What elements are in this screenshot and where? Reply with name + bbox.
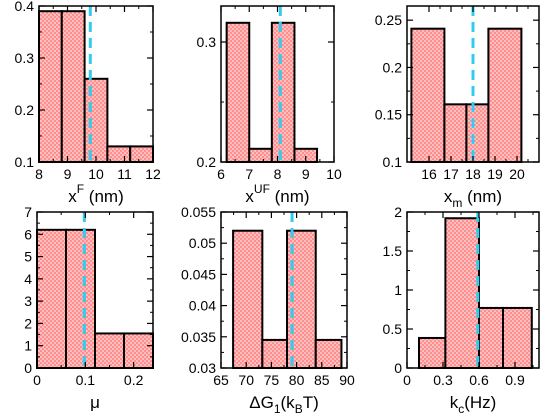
x-tick-label: 0: [33, 372, 41, 388]
y-tick-label: 0.5: [383, 321, 403, 337]
y-tick-label: 0.05: [189, 235, 216, 251]
histogram-panel-2: 6 7 8 9 10 0.2 0.3 xUF (nm): [197, 5, 342, 206]
x-tick-label: 9: [302, 166, 310, 182]
x-tick-label: 85: [314, 372, 330, 388]
histogram-bar: [443, 103, 468, 163]
x-tick-label: 75: [264, 372, 280, 388]
x-tick-label: 17: [443, 166, 459, 182]
x-tick-label: 0.6: [469, 372, 489, 388]
histogram-bar: [465, 103, 490, 163]
x-tick-label: 11: [117, 166, 132, 182]
x-tick-label: 20: [509, 166, 525, 182]
histogram-bar: [232, 229, 264, 369]
x-tick-label: 19: [487, 166, 503, 182]
y-tick-label: 0.1: [15, 154, 35, 170]
x-tick-label: 70: [238, 372, 254, 388]
y-tick-label: 1.5: [383, 243, 403, 259]
y-tick-label: 1: [24, 338, 32, 354]
x-tick-label: 8: [274, 166, 282, 182]
y-tick-label: 4: [24, 271, 32, 287]
y-tick-label: 3: [24, 293, 32, 309]
histogram-bar: [248, 147, 273, 164]
y-tick-label: 0.3: [15, 50, 35, 66]
y-tick-label: 0: [394, 360, 402, 376]
x-tick-label: 65: [213, 372, 229, 388]
histogram-bar: [314, 338, 343, 370]
histogram-bar: [36, 228, 67, 369]
x-tick-label: 7: [245, 166, 253, 182]
histogram-bar: [60, 10, 86, 164]
histogram-panel-4: 0 0.1 0.2 0 1 2 3 4 5 6 7 μ: [24, 204, 154, 412]
histogram-bar: [94, 332, 125, 370]
y-tick-label: 0.3: [197, 34, 217, 50]
histogram-panel-1: 8 9 10 11 12 0.1 0.2 0.3 0.4 xF (nm): [15, 0, 161, 206]
histogram-panel-6: 0 0.3 0.6 0.9 0 0.5 1 1.5 2 kc(Hz): [383, 204, 540, 416]
x-tick-label: 0: [403, 372, 411, 388]
histogram-bar: [83, 77, 109, 163]
y-tick-label: 0.03: [189, 360, 216, 376]
y-tick-label: 2: [24, 315, 32, 331]
histogram-bar: [261, 338, 289, 370]
y-tick-label: 1: [394, 282, 402, 298]
histogram-panel-5: 65 70 75 80 85 90 0.03 0.035 0.04 0.045 0.05 0.055 Δ…: [181, 204, 355, 416]
x-tick-label: 0.2: [124, 372, 144, 388]
x-axis-label: ΔG1(kBT): [249, 393, 319, 416]
y-tick-label: 5: [24, 249, 32, 265]
histogram-bar: [129, 145, 154, 163]
histogram-bar: [270, 21, 296, 163]
histogram-bar: [106, 145, 132, 163]
x-tick-label: 0.3: [433, 372, 453, 388]
x-tick-label: 10: [326, 166, 342, 182]
x-axis-label: xm (nm): [444, 187, 502, 210]
y-tick-label: 0.055: [181, 204, 216, 220]
y-tick-label: 0.1: [383, 154, 403, 170]
x-tick-label: 0.1: [76, 372, 96, 388]
y-tick-label: 0.045: [181, 266, 216, 282]
histogram-bar: [123, 332, 154, 370]
x-tick-label: 0.9: [505, 372, 525, 388]
x-tick-label: 12: [145, 166, 161, 182]
x-axis-label: kc(Hz): [450, 393, 497, 416]
y-tick-label: 6: [24, 226, 32, 242]
histogram-bar: [410, 27, 446, 164]
y-tick-label: 0.2: [197, 154, 217, 170]
histogram-bar: [502, 306, 533, 370]
histogram-bar: [487, 27, 523, 164]
histogram-panel-3: 16 17 18 19 20 0.1 0.15 0.2 0.25 xm (nm): [375, 5, 540, 210]
y-tick-label: 0: [24, 360, 32, 376]
x-tick-label: 16: [421, 166, 437, 182]
y-tick-label: 0.2: [15, 102, 35, 118]
y-tick-label: 0.25: [375, 12, 402, 28]
x-tick-label: 6: [217, 166, 225, 182]
histogram-bar: [38, 10, 63, 164]
x-tick-label: 10: [88, 166, 104, 182]
histogram-bar: [418, 336, 447, 370]
y-tick-label: 0.035: [181, 329, 216, 345]
x-axis-label: μ: [90, 393, 100, 412]
y-tick-label: 0.4: [15, 0, 35, 14]
histogram-bar: [65, 228, 96, 369]
y-tick-label: 2: [394, 204, 402, 220]
y-tick-label: 0.15: [375, 107, 402, 123]
histogram-bar: [225, 21, 251, 163]
x-tick-label: 80: [289, 372, 305, 388]
x-tick-label: 18: [465, 166, 481, 182]
x-axis-label: xUF (nm): [245, 182, 309, 206]
histogram-bar: [444, 217, 480, 369]
x-tick-label: 8: [35, 166, 43, 182]
x-axis-label: xF (nm): [68, 182, 124, 206]
y-tick-label: 7: [24, 204, 32, 220]
x-tick-label: 9: [64, 166, 72, 182]
x-tick-label: 90: [339, 372, 355, 388]
histogram-bar: [478, 306, 504, 370]
y-tick-label: 0.04: [189, 298, 216, 314]
y-tick-label: 0.2: [383, 59, 403, 75]
